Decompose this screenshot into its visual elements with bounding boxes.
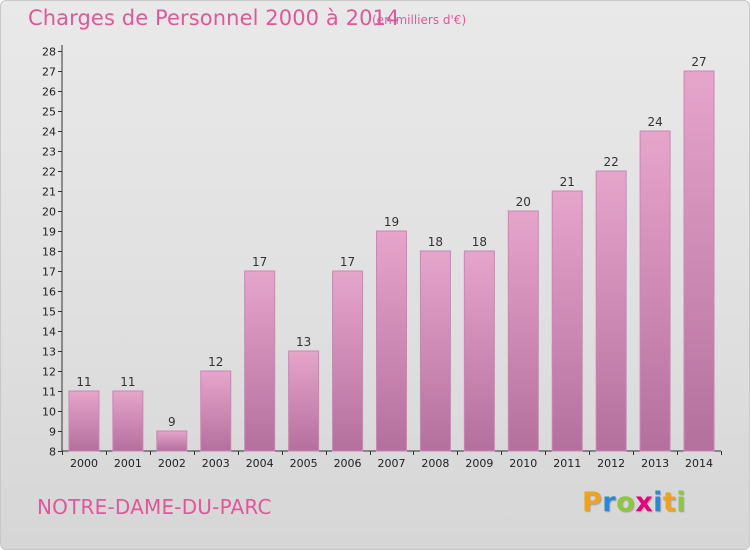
chart-title: Charges de Personnel 2000 à 2014 bbox=[28, 6, 400, 30]
x-tick-label: 2010 bbox=[509, 457, 537, 470]
y-tick-label: 28 bbox=[42, 46, 56, 59]
y-tick-label: 22 bbox=[42, 166, 56, 179]
y-tick-label: 9 bbox=[49, 426, 56, 439]
x-tick-label: 2013 bbox=[641, 457, 669, 470]
bar bbox=[112, 390, 144, 452]
logo-letter: x bbox=[635, 487, 654, 518]
bar bbox=[376, 230, 407, 452]
logo-letter: i bbox=[653, 487, 663, 518]
x-tick-label: 2003 bbox=[202, 457, 230, 470]
bar bbox=[288, 350, 320, 452]
bar-value-label: 11 bbox=[76, 375, 91, 389]
x-tick-label: 2008 bbox=[421, 457, 449, 470]
bar-value-label: 24 bbox=[647, 115, 662, 129]
proxiti-logo: Proxiti bbox=[582, 487, 686, 518]
y-tick-label: 13 bbox=[42, 346, 56, 359]
logo-letter: i bbox=[676, 487, 687, 518]
y-tick-label: 15 bbox=[42, 306, 56, 319]
bar-value-label: 20 bbox=[516, 195, 531, 209]
bar bbox=[683, 70, 715, 452]
y-tick-label: 20 bbox=[42, 206, 56, 219]
x-tick-label: 2005 bbox=[290, 457, 318, 470]
bars bbox=[68, 70, 715, 452]
axes: 8 9 10 11 12 13 14 15 16 17 18 19 20 21 22 23 24 25 26 27 28… bbox=[42, 45, 722, 470]
y-tick-label: 26 bbox=[42, 86, 56, 99]
bar bbox=[156, 430, 188, 452]
bar-value-label: 17 bbox=[340, 255, 355, 269]
logo-letter: o bbox=[616, 487, 636, 518]
y-tick-label: 11 bbox=[42, 386, 56, 399]
bar-value-label: 19 bbox=[384, 215, 399, 229]
x-tick-label: 2001 bbox=[114, 457, 142, 470]
y-tick-label: 21 bbox=[42, 186, 56, 199]
y-tick-label: 25 bbox=[42, 106, 56, 119]
chart-subtitle: (en milliers d'€) bbox=[372, 13, 467, 27]
x-tick-label: 2004 bbox=[246, 457, 274, 470]
bar bbox=[419, 250, 451, 452]
y-tick-label: 17 bbox=[42, 266, 56, 279]
bar-value-label: 9 bbox=[168, 415, 176, 429]
bar-value-label: 18 bbox=[428, 235, 443, 249]
bar-value-label: 27 bbox=[691, 55, 706, 69]
bar-value-label: 12 bbox=[208, 355, 223, 369]
y-tick-label: 24 bbox=[42, 126, 56, 139]
bar-value-label: 22 bbox=[604, 155, 619, 169]
bar bbox=[200, 370, 232, 452]
y-tick-label: 10 bbox=[42, 406, 56, 419]
y-tick-label: 18 bbox=[42, 246, 56, 259]
x-tick-label: 2006 bbox=[334, 457, 362, 470]
y-tick-label: 27 bbox=[42, 66, 56, 79]
x-tick-label: 2011 bbox=[553, 457, 581, 470]
x-tick-label: 2012 bbox=[597, 457, 625, 470]
bar-value-label: 17 bbox=[252, 255, 267, 269]
bar bbox=[595, 170, 627, 452]
x-tick-label: 2000 bbox=[70, 457, 98, 470]
x-tick-label: 2007 bbox=[378, 457, 406, 470]
y-tick-label: 23 bbox=[42, 146, 56, 159]
y-tick-label: 19 bbox=[42, 226, 56, 239]
bar-value-label: 21 bbox=[560, 175, 575, 189]
bar bbox=[551, 190, 583, 452]
bar bbox=[68, 390, 100, 452]
commune-name: NOTRE-DAME-DU-PARC bbox=[37, 495, 272, 519]
bar bbox=[332, 270, 364, 452]
bar bbox=[639, 130, 671, 452]
logo-letter: r bbox=[602, 487, 617, 518]
bar bbox=[507, 210, 539, 452]
y-tick-label: 16 bbox=[42, 286, 56, 299]
bar-value-label: 13 bbox=[296, 335, 311, 349]
y-tick-label: 8 bbox=[49, 446, 56, 459]
bar bbox=[244, 270, 276, 452]
x-tick-label: 2002 bbox=[158, 457, 186, 470]
x-tick-label: 2009 bbox=[465, 457, 493, 470]
bar-value-label: 18 bbox=[472, 235, 487, 249]
x-tick-label: 2014 bbox=[685, 457, 713, 470]
logo-letter: t bbox=[662, 487, 677, 518]
logo-letter: P bbox=[582, 487, 603, 518]
bar bbox=[463, 250, 495, 452]
bar-value-label: 11 bbox=[120, 375, 135, 389]
value-labels: 11 11 9 12 17 13 17 19 18 18 20 21 22 24 27 bbox=[76, 55, 706, 429]
y-tick-label: 12 bbox=[42, 366, 56, 379]
y-tick-label: 14 bbox=[42, 326, 56, 339]
